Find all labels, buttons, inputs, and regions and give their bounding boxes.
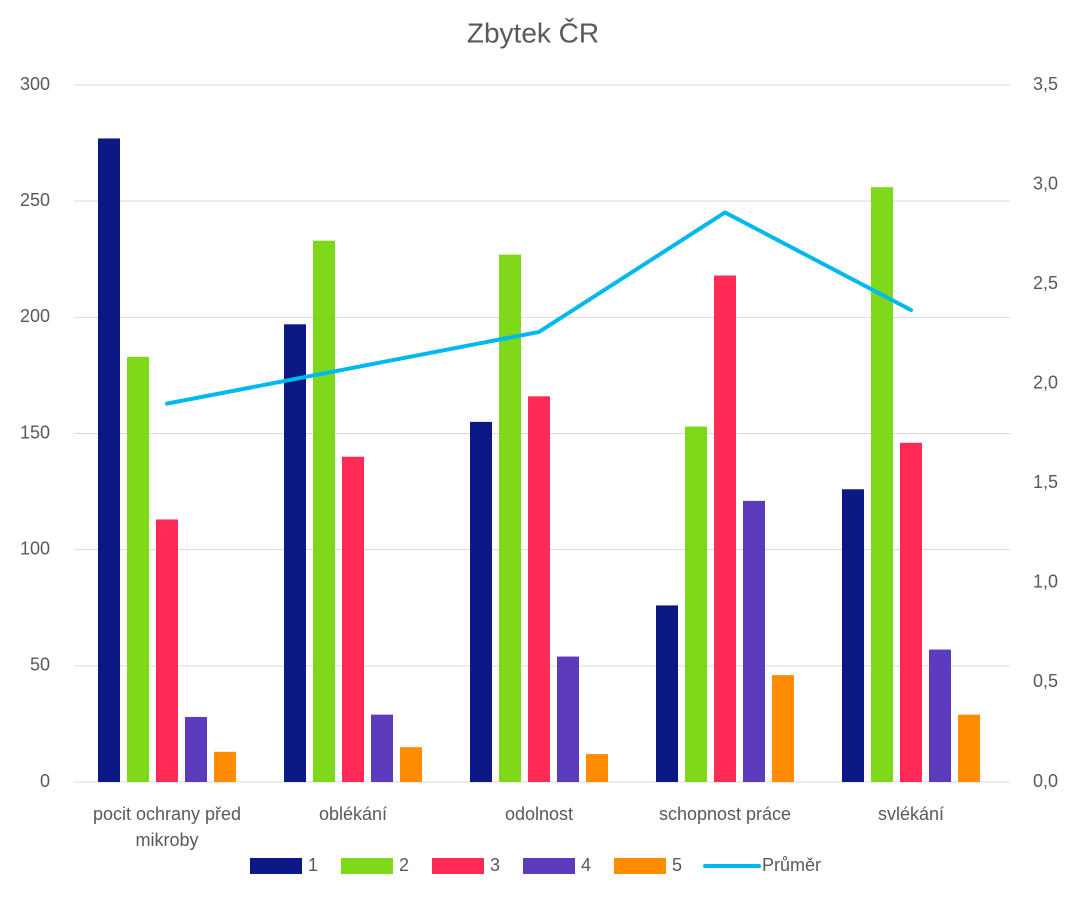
y-tick-label: 50 <box>30 655 50 675</box>
bar <box>772 675 794 782</box>
bar <box>900 442 922 782</box>
legend-label: 2 <box>399 855 409 875</box>
bar <box>958 714 980 782</box>
y-tick-label: 200 <box>20 306 50 326</box>
y2-tick-label: 2,5 <box>1033 273 1058 293</box>
line <box>165 210 913 406</box>
y-tick-label: 100 <box>20 538 50 558</box>
x-tick-label: svlékání <box>877 804 945 824</box>
legend-label: Průměr <box>762 855 821 875</box>
x-tick-label: schopnost práce <box>658 804 792 824</box>
bar <box>586 754 608 782</box>
bar <box>499 254 521 782</box>
y-tick-label: 150 <box>20 422 50 442</box>
bar <box>871 187 893 782</box>
legend-label: 1 <box>308 855 318 875</box>
bar <box>284 324 306 782</box>
y2-tick-label: 3,5 <box>1033 74 1058 94</box>
bar <box>342 456 364 782</box>
y2-tick-label: 1,5 <box>1033 472 1058 492</box>
y2-tick-label: 0,0 <box>1033 771 1058 791</box>
bar <box>685 426 707 782</box>
y2-tick-label: 2,0 <box>1033 372 1058 392</box>
legend-swatch <box>341 858 393 874</box>
x-tick-label: odolnost <box>504 804 574 824</box>
y2-tick-label: 3,0 <box>1033 173 1058 193</box>
legend-label: 3 <box>490 855 500 875</box>
bar <box>127 356 149 782</box>
bar <box>528 396 550 782</box>
bar <box>470 421 492 782</box>
y2-tick-label: 1,0 <box>1033 572 1058 592</box>
bar <box>156 519 178 782</box>
legend-swatch <box>614 858 666 874</box>
bar <box>214 751 236 782</box>
bar <box>842 489 864 782</box>
bar <box>929 649 951 782</box>
bar <box>656 605 678 782</box>
x-tick-label: pocit ochrany před mikroby <box>92 804 242 850</box>
y-tick-label: 300 <box>20 74 50 94</box>
y-tick-label: 0 <box>40 771 50 791</box>
bar <box>313 240 335 782</box>
bar <box>98 138 120 783</box>
y2-tick-label: 0,5 <box>1033 671 1058 691</box>
legend-label: 5 <box>672 855 682 875</box>
chart-title: Zbytek ČR <box>467 17 599 48</box>
x-tick-label: oblékání <box>318 804 388 824</box>
bar <box>743 500 765 782</box>
legend-swatch <box>432 858 484 874</box>
legend-swatch <box>523 858 575 874</box>
y-tick-label: 250 <box>20 190 50 210</box>
legend-label: 4 <box>581 855 591 875</box>
legend-swatch <box>250 858 302 874</box>
bar <box>185 716 207 782</box>
bar <box>371 714 393 782</box>
bar <box>557 656 579 782</box>
bar <box>714 275 736 782</box>
bar <box>400 747 422 782</box>
